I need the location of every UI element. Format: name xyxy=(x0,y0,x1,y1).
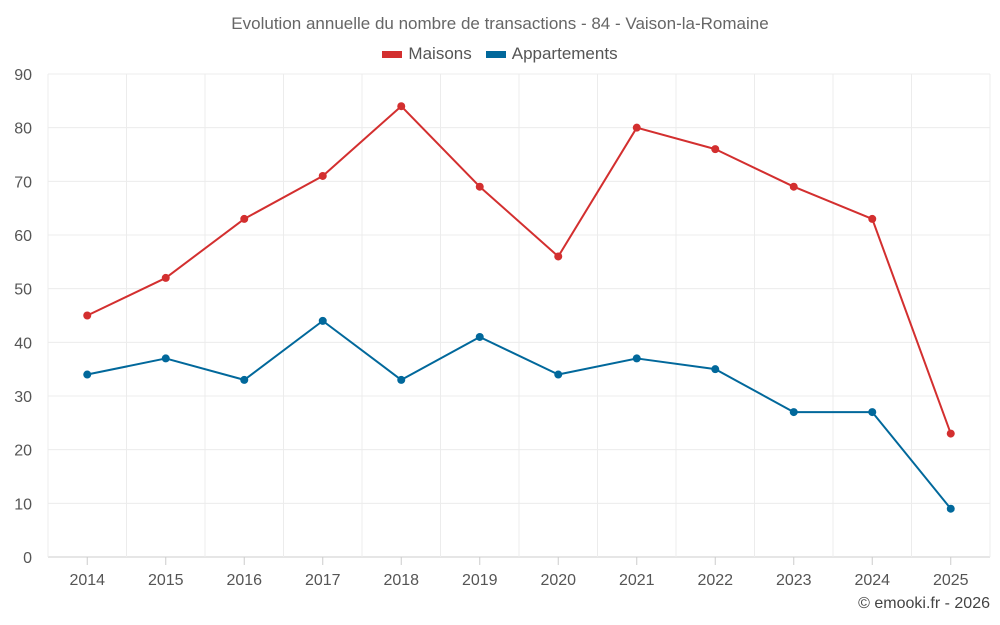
data-point-maisons-2021 xyxy=(632,123,641,132)
y-tick-label: 20 xyxy=(14,443,32,460)
x-tick-label: 2019 xyxy=(462,572,498,589)
data-point-maisons-2020 xyxy=(554,252,563,261)
chart-title: Evolution annuelle du nombre de transact… xyxy=(231,14,769,33)
x-tick-label: 2015 xyxy=(148,572,184,589)
data-point-appartements-2021 xyxy=(632,354,641,363)
x-tick-label: 2016 xyxy=(226,572,262,589)
x-tick-label: 2020 xyxy=(540,572,576,589)
x-tick-label: 2017 xyxy=(305,572,341,589)
data-point-appartements-2023 xyxy=(789,408,798,417)
data-point-maisons-2016 xyxy=(240,214,249,223)
x-tick-label: 2024 xyxy=(854,572,890,589)
x-tick-label: 2014 xyxy=(69,572,105,589)
data-point-maisons-2018 xyxy=(397,102,406,111)
x-tick-label: 2018 xyxy=(383,572,419,589)
y-tick-label: 80 xyxy=(14,121,32,138)
y-tick-label: 40 xyxy=(14,335,32,352)
data-point-appartements-2016 xyxy=(240,375,249,384)
legend-label-maisons: Maisons xyxy=(408,44,472,63)
data-point-appartements-2020 xyxy=(554,370,563,379)
legend-item-maisons[interactable]: Maisons xyxy=(382,44,472,64)
data-point-appartements-2025 xyxy=(946,504,955,513)
data-point-maisons-2023 xyxy=(789,182,798,191)
data-point-appartements-2024 xyxy=(868,408,877,417)
y-tick-label: 0 xyxy=(23,550,32,567)
series-line-maisons xyxy=(86,105,952,434)
series-line-appartements xyxy=(87,319,952,510)
credit-text: © emooki.fr - 2026 xyxy=(858,595,990,612)
y-tick-label: 30 xyxy=(14,389,32,406)
legend-label-appartements: Appartements xyxy=(511,44,618,63)
data-point-maisons-2025 xyxy=(946,429,955,438)
data-point-maisons-2015 xyxy=(161,273,170,282)
legend-swatch-maisons xyxy=(382,50,403,58)
data-point-appartements-2018 xyxy=(397,375,406,384)
legend-swatch-appartements xyxy=(485,50,506,58)
data-point-appartements-2019 xyxy=(475,332,484,341)
x-tick-label: 2023 xyxy=(776,572,812,589)
data-point-maisons-2017 xyxy=(318,171,327,180)
y-tick-label: 10 xyxy=(14,496,32,513)
data-point-maisons-2022 xyxy=(711,145,720,154)
y-tick-label: 70 xyxy=(14,174,32,191)
legend-item-appartements[interactable]: Appartements xyxy=(485,44,618,64)
data-point-appartements-2022 xyxy=(711,365,720,374)
data-point-maisons-2024 xyxy=(868,214,877,223)
legend: Maisons Appartements xyxy=(0,44,1000,64)
y-tick-label: 60 xyxy=(14,228,32,245)
data-point-appartements-2017 xyxy=(318,316,327,325)
y-tick-label: 50 xyxy=(14,282,32,299)
x-tick-label: 2022 xyxy=(697,572,733,589)
data-point-appartements-2015 xyxy=(161,354,170,363)
x-tick-label: 2021 xyxy=(619,572,655,589)
data-point-maisons-2019 xyxy=(475,182,484,191)
data-point-maisons-2014 xyxy=(83,311,92,320)
data-point-appartements-2014 xyxy=(83,370,92,379)
y-tick-label: 90 xyxy=(14,67,32,84)
x-tick-label: 2025 xyxy=(933,572,969,589)
